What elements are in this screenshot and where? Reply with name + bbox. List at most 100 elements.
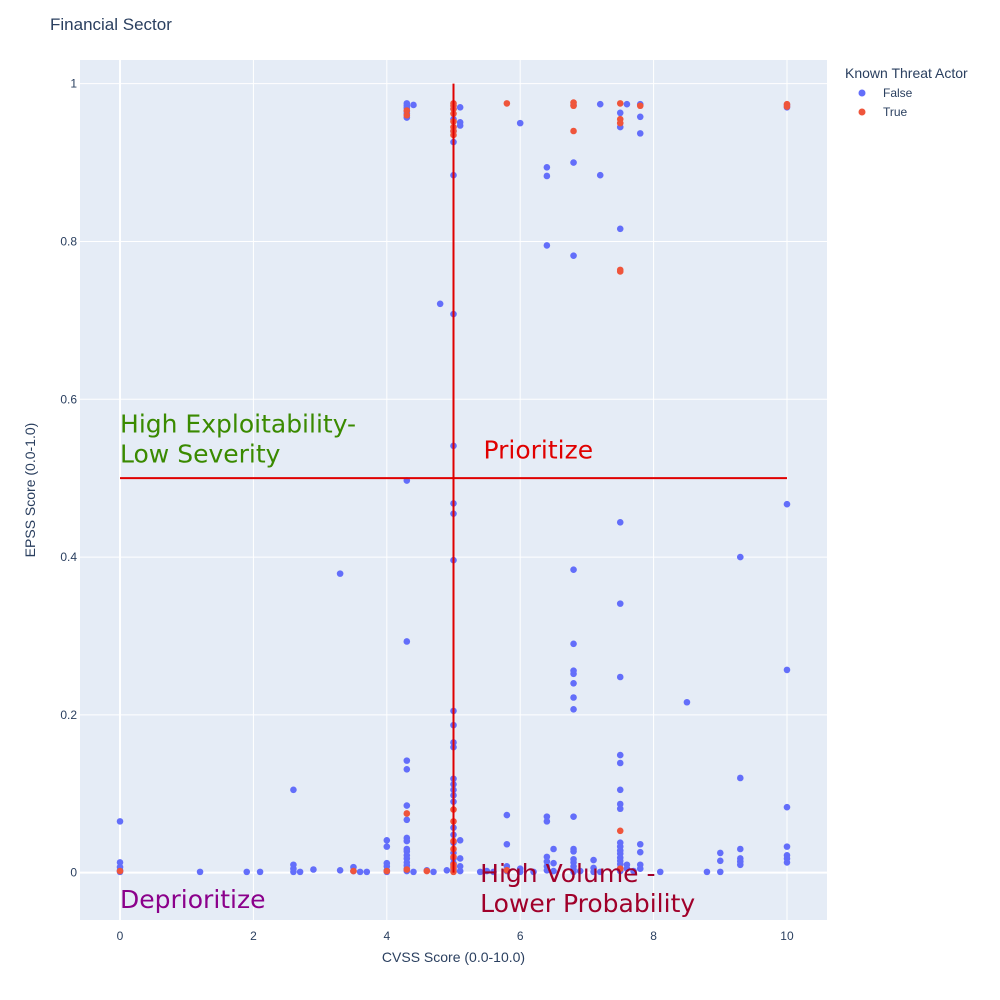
data-point (783, 843, 791, 850)
legend-item-false[interactable]: False (858, 86, 913, 100)
x-tick-label: 0 (117, 929, 124, 943)
data-point (290, 786, 297, 794)
data-point (430, 868, 437, 876)
x-tick-label: 10 (780, 929, 794, 943)
data-point (570, 159, 577, 166)
data-point (570, 848, 577, 855)
data-point (783, 666, 791, 674)
series-true (116, 99, 791, 876)
data-point (503, 866, 511, 874)
data-point (443, 866, 451, 874)
data-point (543, 172, 551, 180)
data-point (383, 867, 391, 875)
data-point (630, 867, 637, 875)
data-point (383, 843, 391, 850)
data-point (530, 868, 537, 876)
data-point (623, 100, 631, 108)
data-point (503, 100, 511, 107)
data-point (636, 130, 644, 137)
data-point (543, 242, 551, 249)
data-point (636, 102, 644, 110)
data-point (456, 837, 464, 844)
data-point (616, 519, 624, 526)
data-point (616, 865, 624, 873)
data-point (570, 640, 577, 648)
data-point (616, 827, 624, 835)
data-point (543, 858, 551, 865)
legend-title: Known Threat Actor (845, 65, 968, 81)
data-point (636, 113, 644, 121)
data-point (296, 868, 304, 876)
data-point (456, 867, 464, 875)
data-point (503, 840, 511, 848)
data-point (596, 171, 604, 179)
data-point (256, 868, 264, 876)
data-point (476, 868, 484, 876)
data-point (436, 300, 444, 308)
data-point (590, 868, 597, 876)
data-point (403, 757, 411, 764)
data-point (636, 865, 644, 873)
data-point (616, 109, 624, 117)
data-point (616, 119, 624, 127)
data-point (783, 500, 791, 508)
data-point (570, 706, 577, 713)
data-point (350, 867, 357, 875)
data-point (383, 837, 391, 844)
annotation-deprioritize: Deprioritize (120, 885, 266, 914)
data-point (656, 868, 664, 876)
data-point (616, 759, 624, 767)
data-point (290, 868, 297, 876)
data-point (456, 863, 464, 870)
x-tick-label: 8 (650, 929, 657, 943)
data-point (736, 861, 744, 869)
data-point (736, 553, 744, 561)
data-point (716, 857, 724, 865)
data-point (716, 849, 724, 857)
y-axis-title: EPSS Score (0.0-1.0) (22, 423, 38, 558)
y-axis-ticks: 0 0.2 0.4 0.6 0.8 1 (60, 77, 77, 880)
data-point (616, 600, 624, 607)
data-point (403, 866, 411, 873)
data-point (516, 868, 524, 876)
data-point (403, 111, 411, 119)
data-point (410, 868, 417, 876)
data-point (716, 868, 724, 876)
data-point (543, 818, 551, 825)
legend-marker (858, 108, 866, 116)
data-point (550, 859, 557, 867)
legend-label: False (883, 86, 913, 100)
data-point (196, 868, 204, 876)
data-point (356, 868, 364, 876)
x-tick-label: 6 (517, 929, 524, 943)
data-point (403, 638, 411, 645)
data-point (116, 859, 124, 866)
data-point (543, 813, 551, 820)
data-point (616, 100, 624, 107)
data-point (576, 867, 584, 875)
chart-title: Financial Sector (50, 15, 172, 34)
data-point (483, 867, 491, 875)
x-tick-label: 4 (383, 929, 390, 943)
data-point (616, 786, 624, 794)
legend-item-true[interactable]: True (858, 105, 908, 119)
data-point (550, 845, 557, 853)
threshold-lines (120, 83, 787, 873)
annotation-high-volume: High Volume -Lower Probability (480, 859, 695, 918)
data-point (550, 867, 557, 875)
data-point (616, 751, 624, 759)
data-point (516, 119, 524, 127)
data-point (736, 774, 744, 782)
data-point (410, 101, 417, 109)
y-tick-label: 0 (70, 866, 77, 880)
annotation-high-exploitability: High Exploitability-Low Severity (120, 409, 356, 468)
data-point (783, 103, 791, 110)
data-point (570, 813, 577, 820)
data-point (703, 868, 711, 876)
data-point (336, 866, 344, 874)
data-point (403, 802, 411, 809)
data-point (683, 698, 691, 706)
data-point (596, 100, 604, 108)
data-point (403, 810, 411, 817)
